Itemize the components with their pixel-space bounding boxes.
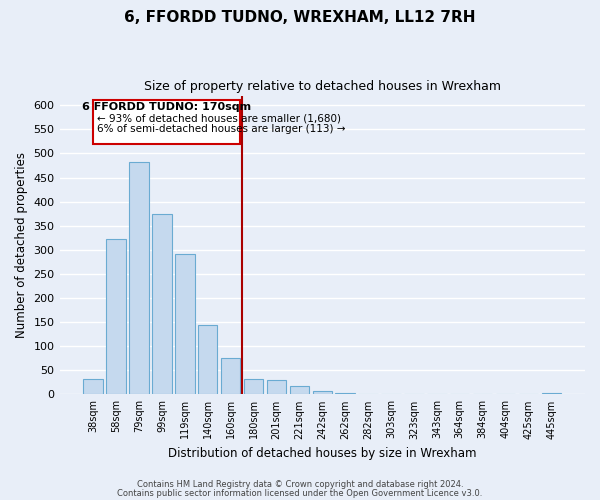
Title: Size of property relative to detached houses in Wrexham: Size of property relative to detached ho… [144, 80, 501, 93]
Text: 6 FFORDD TUDNO: 170sqm: 6 FFORDD TUDNO: 170sqm [82, 102, 251, 113]
Bar [244, 379, 263, 394]
Text: Contains HM Land Registry data © Crown copyright and database right 2024.: Contains HM Land Registry data © Crown c… [137, 480, 463, 489]
Bar [106, 239, 126, 394]
Bar [198, 324, 217, 394]
Bar [313, 391, 332, 394]
Bar [290, 386, 309, 394]
FancyBboxPatch shape [94, 100, 240, 144]
Y-axis label: Number of detached properties: Number of detached properties [15, 152, 28, 338]
Text: Contains public sector information licensed under the Open Government Licence v3: Contains public sector information licen… [118, 488, 482, 498]
Bar [221, 358, 241, 394]
X-axis label: Distribution of detached houses by size in Wrexham: Distribution of detached houses by size … [168, 447, 476, 460]
Text: ← 93% of detached houses are smaller (1,680): ← 93% of detached houses are smaller (1,… [97, 114, 341, 124]
Bar [83, 379, 103, 394]
Bar [175, 254, 194, 394]
Bar [267, 380, 286, 394]
Text: 6% of semi-detached houses are larger (113) →: 6% of semi-detached houses are larger (1… [97, 124, 345, 134]
Bar [152, 214, 172, 394]
Text: 6, FFORDD TUDNO, WREXHAM, LL12 7RH: 6, FFORDD TUDNO, WREXHAM, LL12 7RH [124, 10, 476, 25]
Bar [129, 162, 149, 394]
